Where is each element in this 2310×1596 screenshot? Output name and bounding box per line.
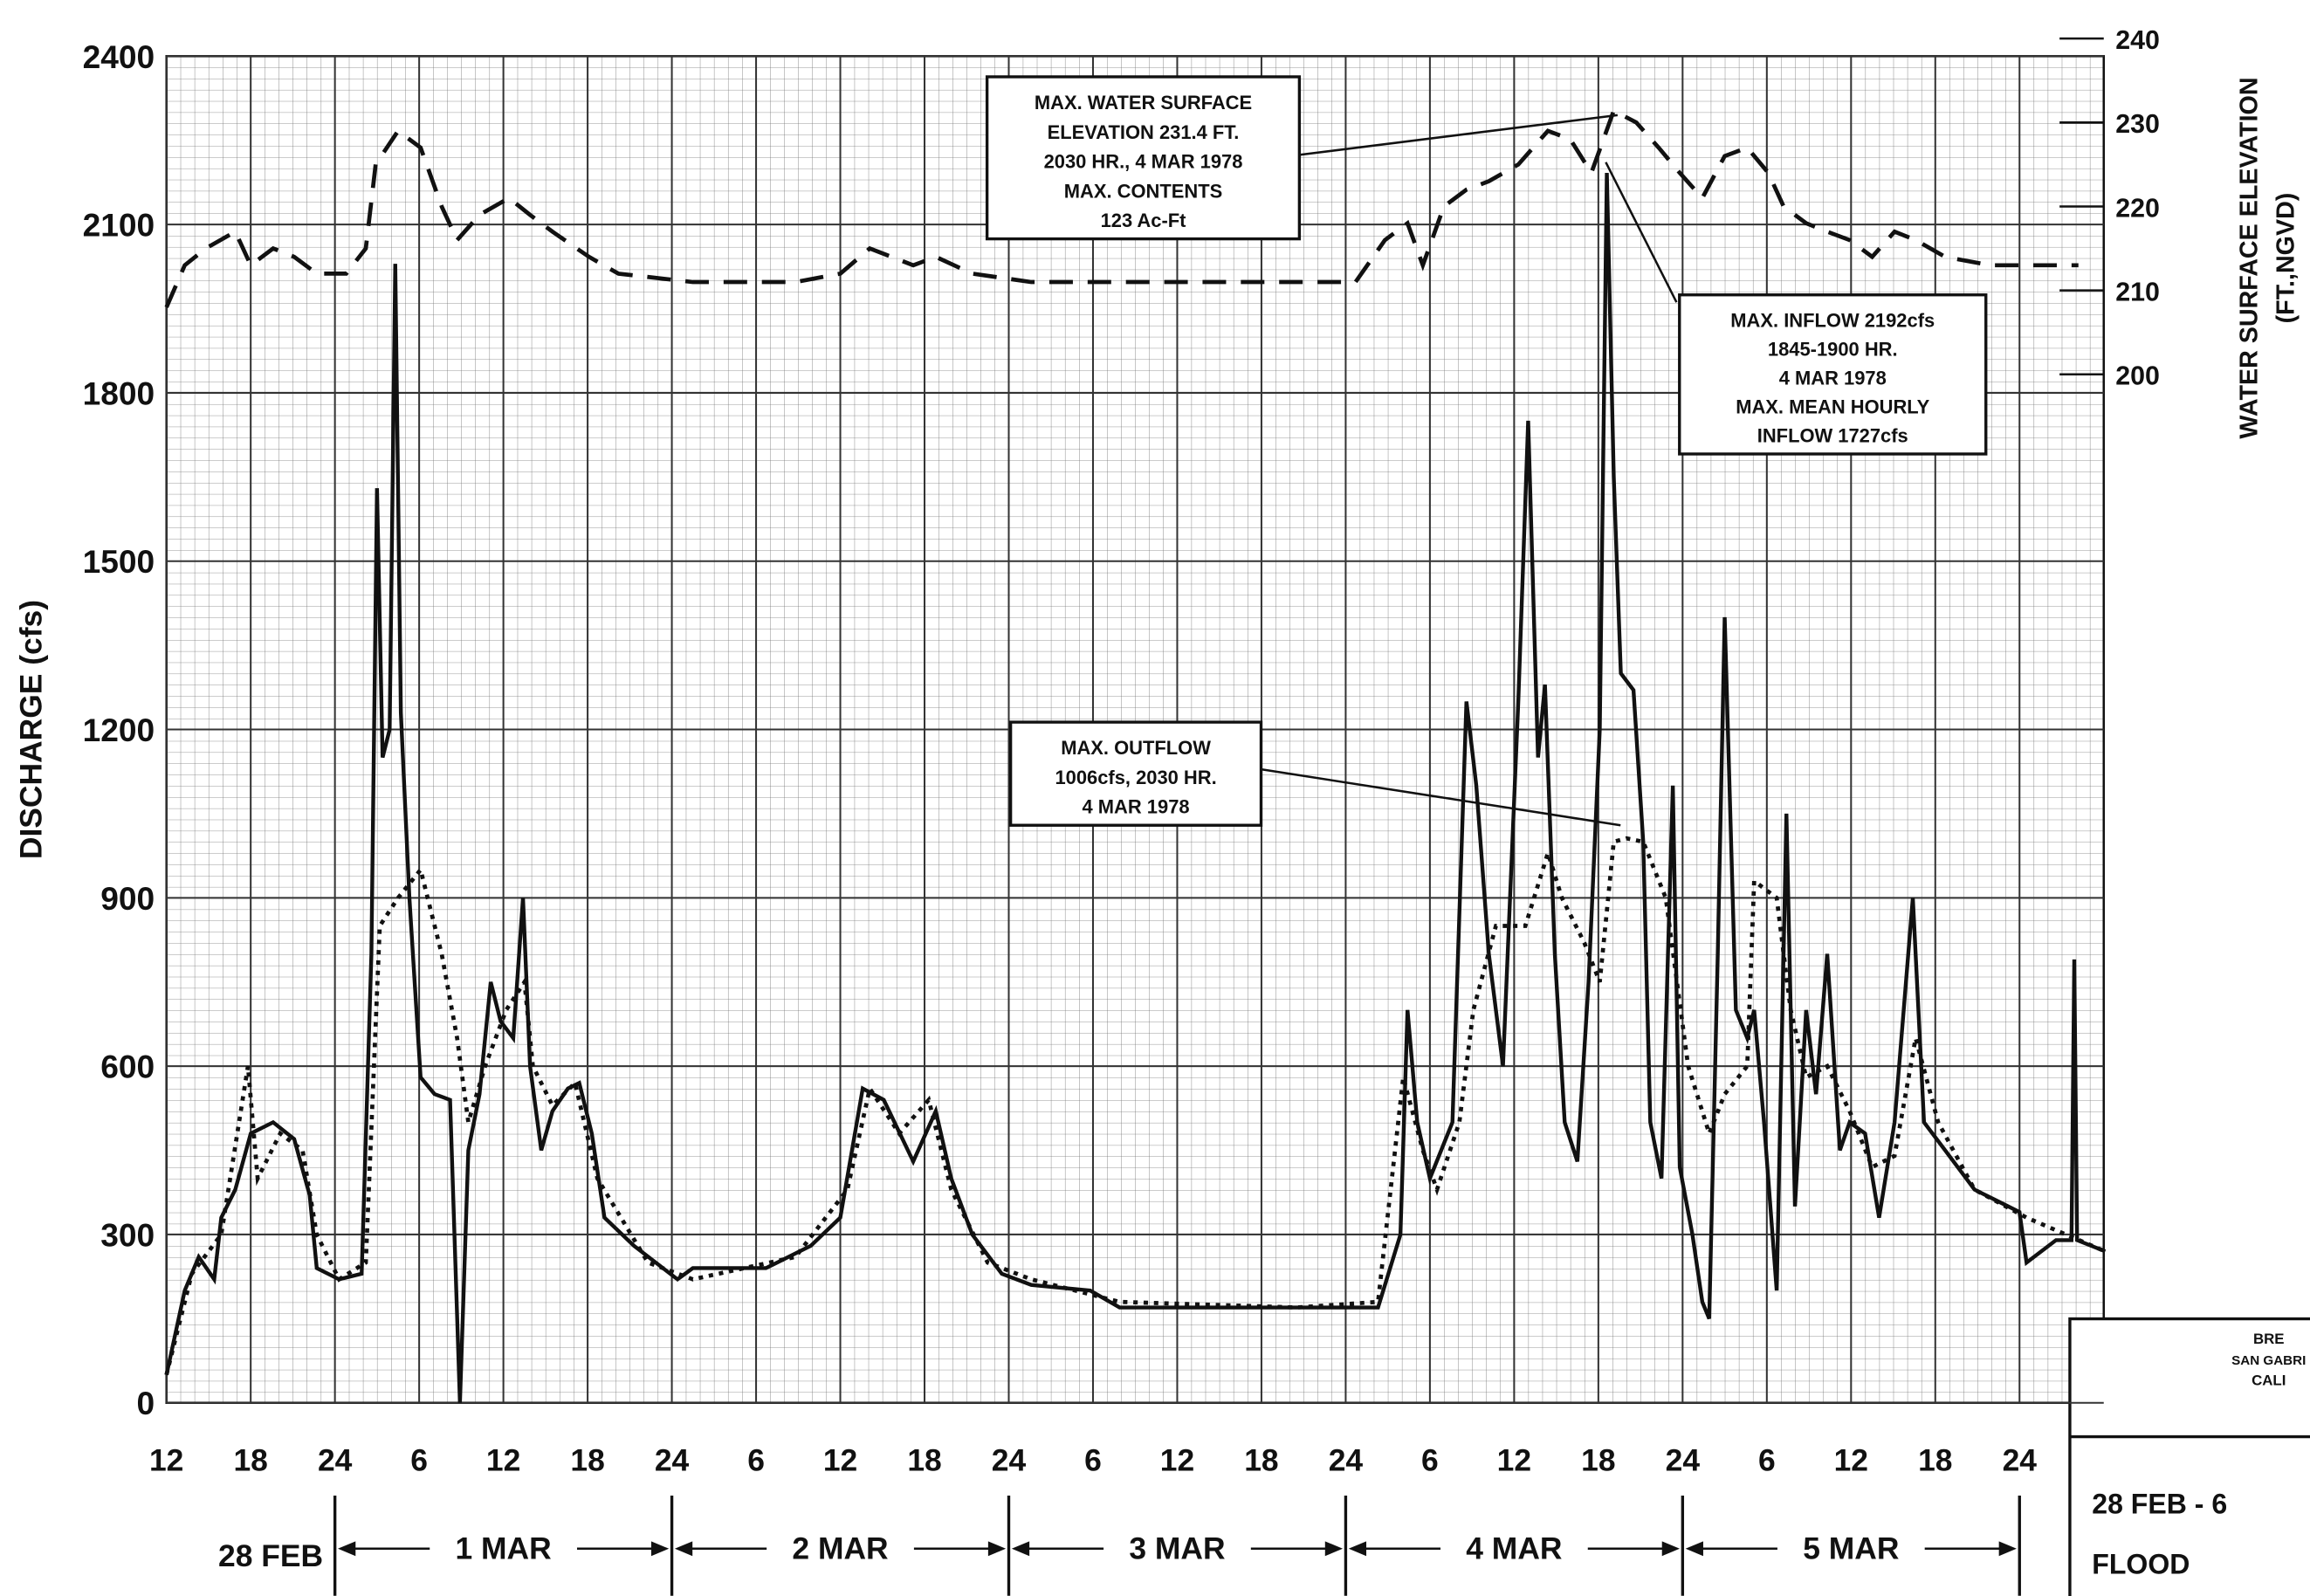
x-tick-label: 18 [1918,1442,1952,1477]
x-tick-label: 24 [1329,1442,1364,1477]
day-arrowhead [1348,1541,1367,1557]
day-arrowhead [674,1541,693,1557]
annotation-text: 4 MAR 1978 [1779,368,1887,389]
annotation-text: 1006cfs, 2030 HR. [1055,767,1216,788]
annotation-box [985,75,1302,241]
y2-tick-label: 200 [2115,362,2160,391]
title-block [2068,1317,2310,1596]
x-tick-label: 12 [1160,1442,1194,1477]
y2-axis-label: WATER SURFACE ELEVATION [2235,77,2263,438]
x-tick-label: 12 [1497,1442,1531,1477]
x-tick-label: 24 [1666,1442,1701,1477]
title-block-text: 28 FEB - 6 [2092,1488,2227,1519]
y-tick-label: 2100 [83,207,155,244]
day-label: 28 FEB [218,1538,323,1573]
x-tick-label: 6 [1421,1442,1439,1477]
day-label: 2 MAR [792,1531,888,1566]
annotation-text: MAX. INFLOW 2192cfs [1730,309,1935,331]
annotation-leader [1605,162,1678,303]
series-line [164,107,2079,308]
series-line [164,836,2107,1376]
x-tick-label: 18 [1244,1442,1278,1477]
y-tick-label: 1800 [83,375,155,411]
y-tick-label: 1500 [83,543,155,580]
annotation-leader [1261,767,1621,827]
annotation-text: ELEVATION 231.4 FT. [1048,121,1240,143]
day-arrowhead [338,1541,356,1557]
x-tick-label: 12 [823,1442,857,1477]
annotation-text: MAX. WATER SURFACE [1035,92,1252,114]
x-tick-label: 24 [2003,1442,2038,1477]
x-tick-label: 12 [149,1442,183,1477]
annotation-box [1678,293,1988,456]
annotation-text: 2030 HR., 4 MAR 1978 [1044,151,1243,173]
annotation-text: MAX. OUTFLOW [1061,737,1211,759]
y-tick-label: 0 [137,1385,155,1421]
x-tick-label: 24 [655,1442,690,1477]
y-axis-label: DISCHARGE (cfs) [13,600,48,859]
x-tick-label: 18 [570,1442,604,1477]
title-block-text: BRE [2253,1331,2285,1347]
x-tick-label: 18 [233,1442,267,1477]
y-tick-label: 300 [100,1216,155,1253]
y2-tick-label: 230 [2115,110,2160,139]
y2-tick-label: 220 [2115,194,2160,223]
annotation-text: MAX. MEAN HOURLY [1736,396,1929,418]
day-arrowhead [1998,1541,2017,1557]
day-arrowhead [987,1541,1007,1557]
x-tick-label: 24 [318,1442,353,1477]
title-block-text: SAN GABRI [2231,1353,2306,1368]
annotation-text: 1845-1900 HR. [1768,338,1898,360]
annotation-text: MAX. CONTENTS [1064,180,1222,202]
y2-tick-label: 210 [2115,278,2160,306]
annotation-text: 123 Ac-Ft [1101,210,1187,231]
y-tick-label: 900 [100,880,155,917]
y2-axis-label: (FT.,NGVD) [2272,193,2300,324]
day-arrowhead [1661,1541,1680,1557]
annotation-text: 4 MAR 1978 [1083,796,1190,818]
annotation-box [1008,720,1263,827]
x-tick-label: 18 [1581,1442,1615,1477]
x-tick-label: 6 [1084,1442,1102,1477]
day-label: 4 MAR [1466,1531,1562,1566]
day-arrowhead [650,1541,670,1557]
x-tick-label: 12 [1834,1442,1868,1477]
x-tick-label: 6 [747,1442,765,1477]
day-arrowhead [1685,1541,1703,1557]
y-tick-label: 600 [100,1049,155,1085]
x-tick-label: 18 [907,1442,941,1477]
y2-tick-label: 240 [2115,26,2160,55]
x-tick-label: 6 [1758,1442,1776,1477]
annotation-leader [1299,114,1619,156]
y-tick-label: 2400 [83,38,155,75]
title-block-text: FLOOD [2092,1548,2190,1579]
x-tick-label: 24 [992,1442,1027,1477]
day-label: 1 MAR [456,1531,552,1566]
day-label: 3 MAR [1129,1531,1225,1566]
y-tick-label: 1200 [83,712,155,748]
x-tick-label: 6 [410,1442,428,1477]
title-block-text: CALI [2252,1372,2286,1388]
x-tick-label: 12 [486,1442,520,1477]
series-line [164,172,2107,1403]
day-arrowhead [1011,1541,1030,1557]
annotation-text: INFLOW 1727cfs [1757,425,1908,447]
day-arrowhead [1324,1541,1344,1557]
day-label: 5 MAR [1803,1531,1899,1566]
